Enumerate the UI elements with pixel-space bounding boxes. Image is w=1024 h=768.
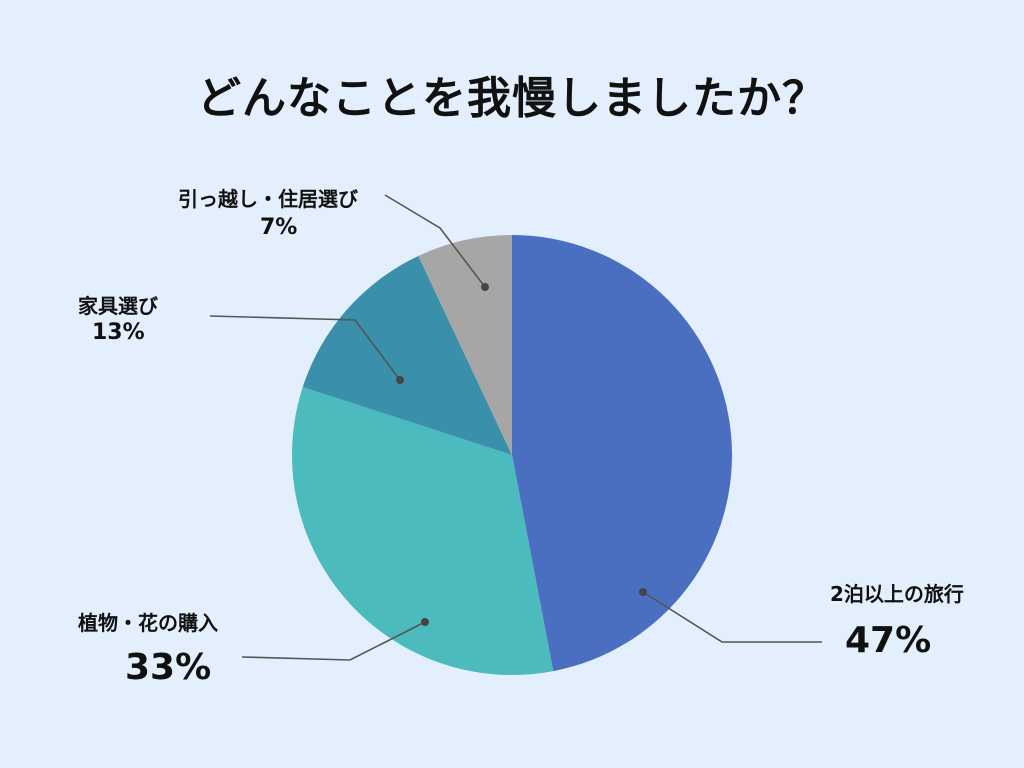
label-moving-name: 引っ越し・住居選び [178,187,358,211]
leader-furniture-dot [396,376,404,384]
label-moving-value: 7% [260,215,298,240]
label-travel-name: 2泊以上の旅行 [830,582,964,606]
slice-plants [291,387,554,676]
leader-moving [384,194,486,288]
label-furniture-value: 13% [92,320,145,345]
label-plants-value: 33% [125,647,212,688]
label-furniture-name: 家具選び [78,294,158,318]
slice-travel [512,235,733,672]
leader-furniture [209,315,401,381]
leader-plants-dot [421,618,429,626]
label-plants-name: 植物・花の購入 [78,611,218,635]
chart-title: どんなことを我慢しましたか？ [197,73,827,124]
slice-furniture [302,255,512,455]
leader-travel-dot [639,588,647,596]
leader-moving-dot [481,283,489,291]
leader-plants [241,621,426,661]
slice-moving [418,235,512,455]
leader-travel [642,591,822,643]
label-travel-value: 47% [845,620,932,661]
